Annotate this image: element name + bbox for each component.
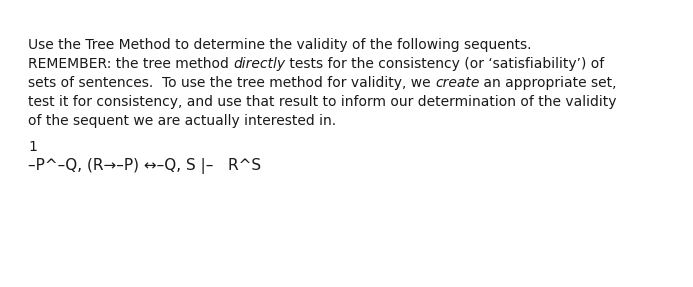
Text: test it for consistency, and use that result to inform our determination of the : test it for consistency, and use that re…: [28, 95, 617, 109]
Text: create: create: [435, 76, 480, 90]
Text: –P^–Q, (R→–P) ↔–Q, S |–   R^S: –P^–Q, (R→–P) ↔–Q, S |– R^S: [28, 158, 261, 174]
Text: directly: directly: [234, 57, 286, 71]
Text: Use the Tree Method to determine the validity of the following sequents.: Use the Tree Method to determine the val…: [28, 38, 532, 52]
Text: 1: 1: [28, 140, 37, 154]
Text: tests for the consistency (or ‘satisfiability’) of: tests for the consistency (or ‘satisfiab…: [286, 57, 604, 71]
Text: of the sequent we are actually interested in.: of the sequent we are actually intereste…: [28, 114, 336, 128]
Text: REMEMBER: the tree method: REMEMBER: the tree method: [28, 57, 234, 71]
Text: sets of sentences.  To use the tree method for validity, we: sets of sentences. To use the tree metho…: [28, 76, 435, 90]
Text: an appropriate set,: an appropriate set,: [480, 76, 617, 90]
